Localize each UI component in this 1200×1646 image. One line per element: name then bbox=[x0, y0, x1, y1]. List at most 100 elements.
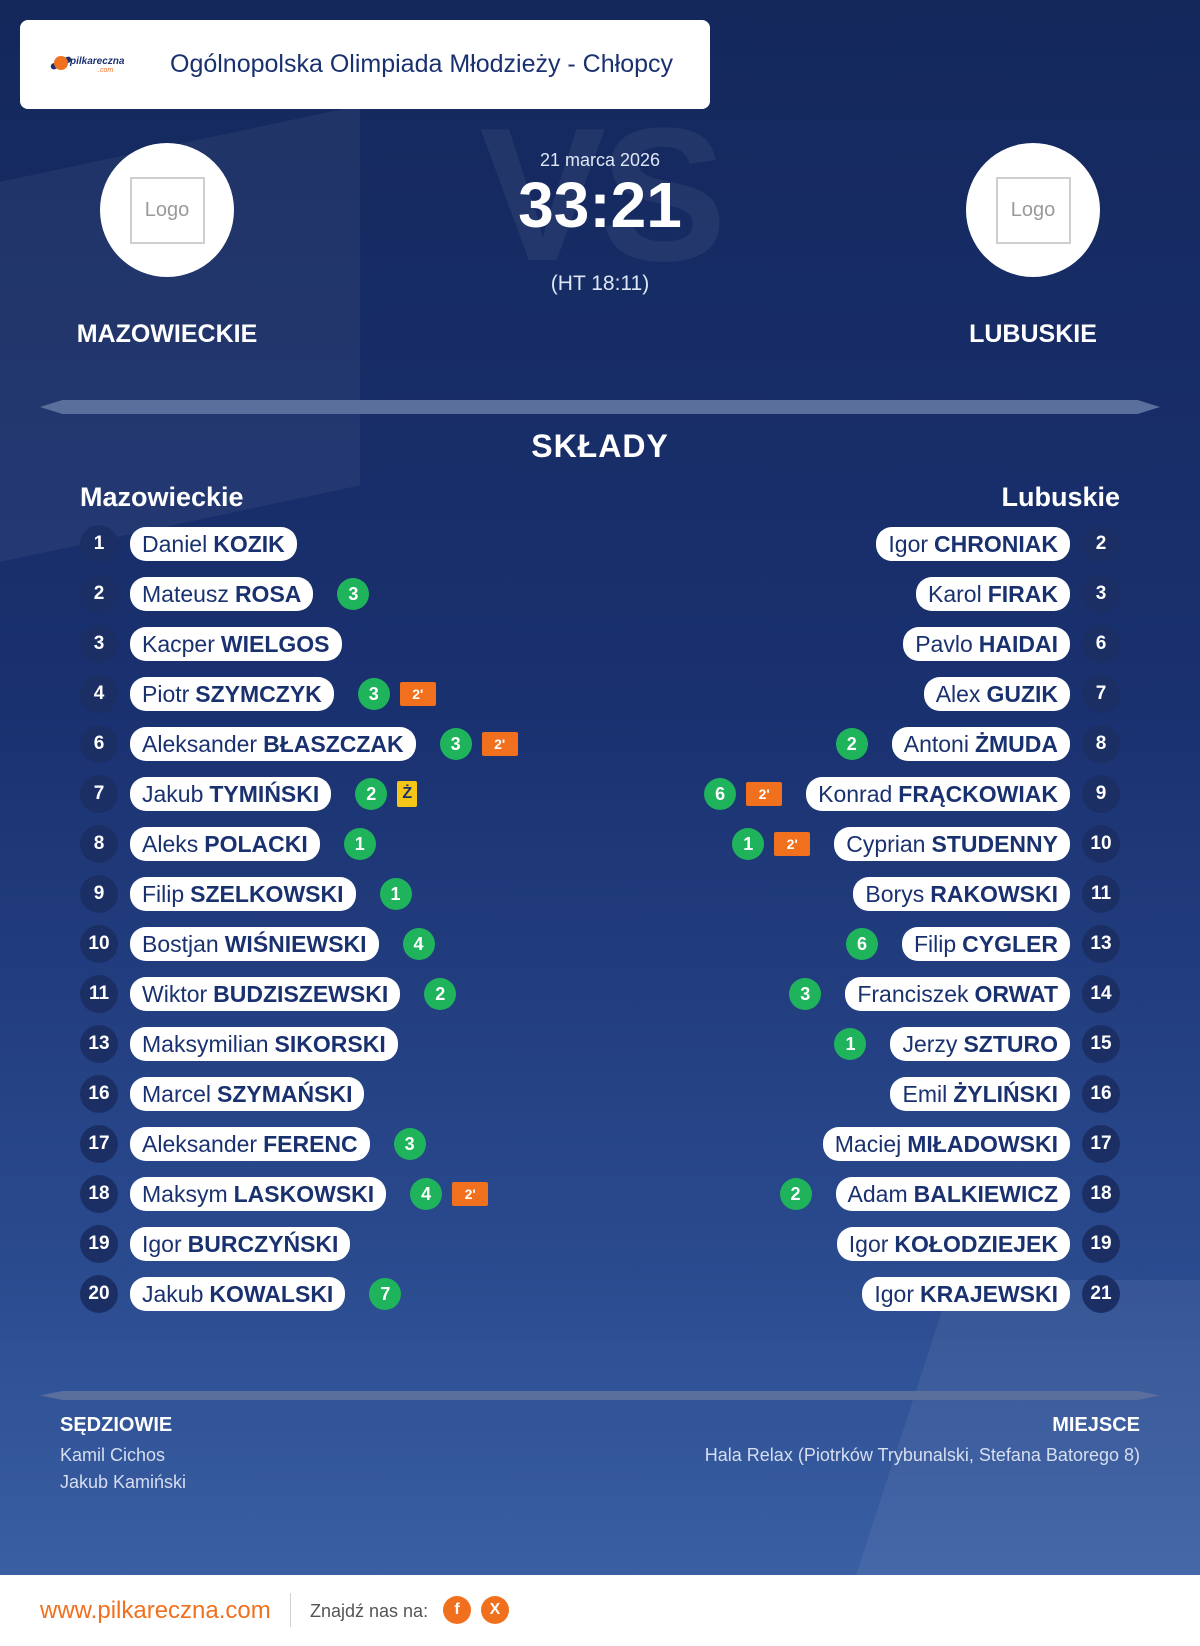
player-last-name: STUDENNY bbox=[931, 830, 1058, 857]
player-first-name: Maciej bbox=[834, 1130, 902, 1157]
player-first-name: Jakub bbox=[142, 780, 204, 807]
player-last-name: TYMIŃSKI bbox=[209, 780, 320, 807]
player-row: Igor KOŁODZIEJEK 19 bbox=[836, 1225, 1120, 1263]
player-first-name: Konrad bbox=[818, 780, 893, 807]
home-team-logo: Logo bbox=[100, 143, 234, 277]
halftime-score: (HT 18:11) bbox=[550, 272, 650, 295]
match-score: 33:21 bbox=[518, 169, 682, 241]
player-name: Jerzy SZTURO bbox=[890, 1027, 1070, 1061]
player-name: Igor BURCZYŃSKI bbox=[130, 1227, 351, 1261]
player-last-name: SIKORSKI bbox=[274, 1030, 386, 1057]
home-lineup-heading: Mazowieckie bbox=[80, 482, 244, 512]
player-first-name: Borys bbox=[865, 880, 925, 907]
player-number: 20 bbox=[80, 1275, 118, 1313]
player-first-name: Igor bbox=[874, 1280, 914, 1307]
player-row: 13 Maksymilian SIKORSKI bbox=[80, 1025, 398, 1063]
brand-logo[interactable]: pilkareczna .com bbox=[49, 50, 130, 80]
player-row: Alex GUZIK 7 bbox=[923, 675, 1120, 713]
player-number: 2 bbox=[80, 575, 118, 613]
player-row: Pavlo HAIDAI 6 bbox=[903, 625, 1120, 663]
player-row: 6 2' Konrad FRĄCKOWIAK 9 bbox=[704, 775, 1120, 813]
player-last-name: MIŁADOWSKI bbox=[907, 1130, 1058, 1157]
player-first-name: Jerzy bbox=[902, 1030, 958, 1057]
player-row: 3 Franciszek ORWAT 14 bbox=[789, 975, 1120, 1013]
player-row: 9 Filip SZELKOWSKI 1 bbox=[80, 875, 412, 913]
player-row: 16 Marcel SZYMAŃSKI bbox=[80, 1075, 365, 1113]
player-number: 1 bbox=[80, 525, 118, 563]
brand-text: pilkareczna bbox=[70, 55, 125, 67]
away-team-name: LUBUSKIE bbox=[969, 320, 1097, 348]
player-row: 20 Jakub KOWALSKI 7 bbox=[80, 1275, 402, 1313]
player-last-name: KOŁODZIEJEK bbox=[894, 1230, 1058, 1257]
player-last-name: BURCZYŃSKI bbox=[187, 1230, 339, 1257]
player-first-name: Pavlo bbox=[915, 630, 973, 657]
player-last-name: BUDZISZEWSKI bbox=[213, 980, 389, 1007]
player-first-name: Maksym bbox=[142, 1180, 228, 1207]
player-number: 11 bbox=[80, 975, 118, 1013]
suspension-badge: 2' bbox=[774, 832, 811, 856]
player-number: 14 bbox=[1082, 975, 1120, 1013]
venue-label: MIEJSCE bbox=[1052, 1414, 1140, 1436]
suspension-badge: 2' bbox=[399, 682, 436, 706]
player-name: Igor KOŁODZIEJEK bbox=[836, 1227, 1070, 1261]
referee-name: Jakub Kamiński bbox=[60, 1472, 187, 1492]
goals-badge: 2 bbox=[779, 1178, 812, 1210]
player-first-name: Adam bbox=[847, 1180, 908, 1207]
player-first-name: Daniel bbox=[142, 530, 208, 557]
player-number: 19 bbox=[1082, 1225, 1120, 1263]
player-first-name: Antoni bbox=[903, 730, 969, 757]
suspension-badge: 2' bbox=[452, 1182, 489, 1206]
yellow-card-icon: Ż bbox=[397, 781, 418, 807]
player-number: 15 bbox=[1082, 1025, 1120, 1063]
goals-badge: 1 bbox=[343, 828, 376, 860]
player-first-name: Kacper bbox=[142, 630, 215, 657]
background-shape bbox=[848, 1280, 1200, 1575]
player-name: Igor KRAJEWSKI bbox=[862, 1277, 1070, 1311]
brand-sub: .com bbox=[98, 66, 114, 74]
goals-badge: 6 bbox=[704, 778, 737, 810]
x-icon[interactable]: X bbox=[481, 1596, 509, 1624]
player-first-name: Bostjan bbox=[142, 930, 219, 957]
player-last-name: KOWALSKI bbox=[209, 1280, 334, 1307]
player-number: 17 bbox=[80, 1125, 118, 1163]
goals-badge: 2 bbox=[835, 728, 868, 760]
site-link[interactable]: www.pilkareczna.com bbox=[40, 1597, 271, 1624]
referee-name: Kamil Cichos bbox=[60, 1445, 166, 1465]
player-number: 16 bbox=[80, 1075, 118, 1113]
logo-placeholder: Logo bbox=[129, 176, 205, 244]
player-last-name: SZYMAŃSKI bbox=[217, 1080, 353, 1107]
player-number: 10 bbox=[80, 925, 118, 963]
footer-bar: www.pilkareczna.com Znajdź nas na: f X bbox=[0, 1575, 1200, 1646]
home-team-name: MAZOWIECKIE bbox=[76, 320, 258, 348]
player-name: Adam BALKIEWICZ bbox=[835, 1177, 1070, 1211]
player-name: Jakub TYMIŃSKI bbox=[130, 777, 332, 811]
player-name: Aleksander BŁASZCZAK bbox=[130, 727, 416, 761]
goals-badge: 4 bbox=[402, 928, 435, 960]
player-row: 2 Mateusz ROSA 3 bbox=[80, 575, 370, 613]
facebook-icon[interactable]: f bbox=[443, 1596, 471, 1624]
player-name: Alex GUZIK bbox=[923, 677, 1070, 711]
player-row: 3 Kacper WIELGOS bbox=[80, 625, 342, 663]
footer-separator bbox=[290, 1593, 291, 1627]
player-last-name: WIŚNIEWSKI bbox=[224, 930, 367, 957]
player-last-name: FRĄCKOWIAK bbox=[898, 780, 1058, 807]
player-last-name: ŻMUDA bbox=[974, 730, 1058, 757]
player-row: 1 Jerzy SZTURO 15 bbox=[834, 1025, 1120, 1063]
player-first-name: Jakub bbox=[142, 1280, 204, 1307]
goals-badge: 3 bbox=[393, 1128, 426, 1160]
player-number: 10 bbox=[1082, 825, 1120, 863]
player-last-name: HAIDAI bbox=[978, 630, 1058, 657]
player-name: Maksym LASKOWSKI bbox=[130, 1177, 387, 1211]
player-number: 6 bbox=[1082, 625, 1120, 663]
player-row: Borys RAKOWSKI 11 bbox=[853, 875, 1120, 913]
player-row: 6 Aleksander BŁASZCZAK 3 2' bbox=[80, 725, 518, 763]
player-row: 7 Jakub TYMIŃSKI 2 Ż bbox=[80, 775, 418, 813]
player-name: Cyprian STUDENNY bbox=[834, 827, 1070, 861]
player-first-name: Igor bbox=[888, 530, 929, 557]
player-row: 11 Wiktor BUDZISZEWSKI 2 bbox=[80, 975, 457, 1013]
player-first-name: Maksymilian bbox=[142, 1030, 269, 1057]
player-row: Karol FIRAK 3 bbox=[916, 575, 1120, 613]
referees-label: SĘDZIOWIE bbox=[60, 1414, 173, 1436]
player-row: Maciej MIŁADOWSKI 17 bbox=[822, 1125, 1120, 1163]
goals-badge: 3 bbox=[789, 978, 822, 1010]
